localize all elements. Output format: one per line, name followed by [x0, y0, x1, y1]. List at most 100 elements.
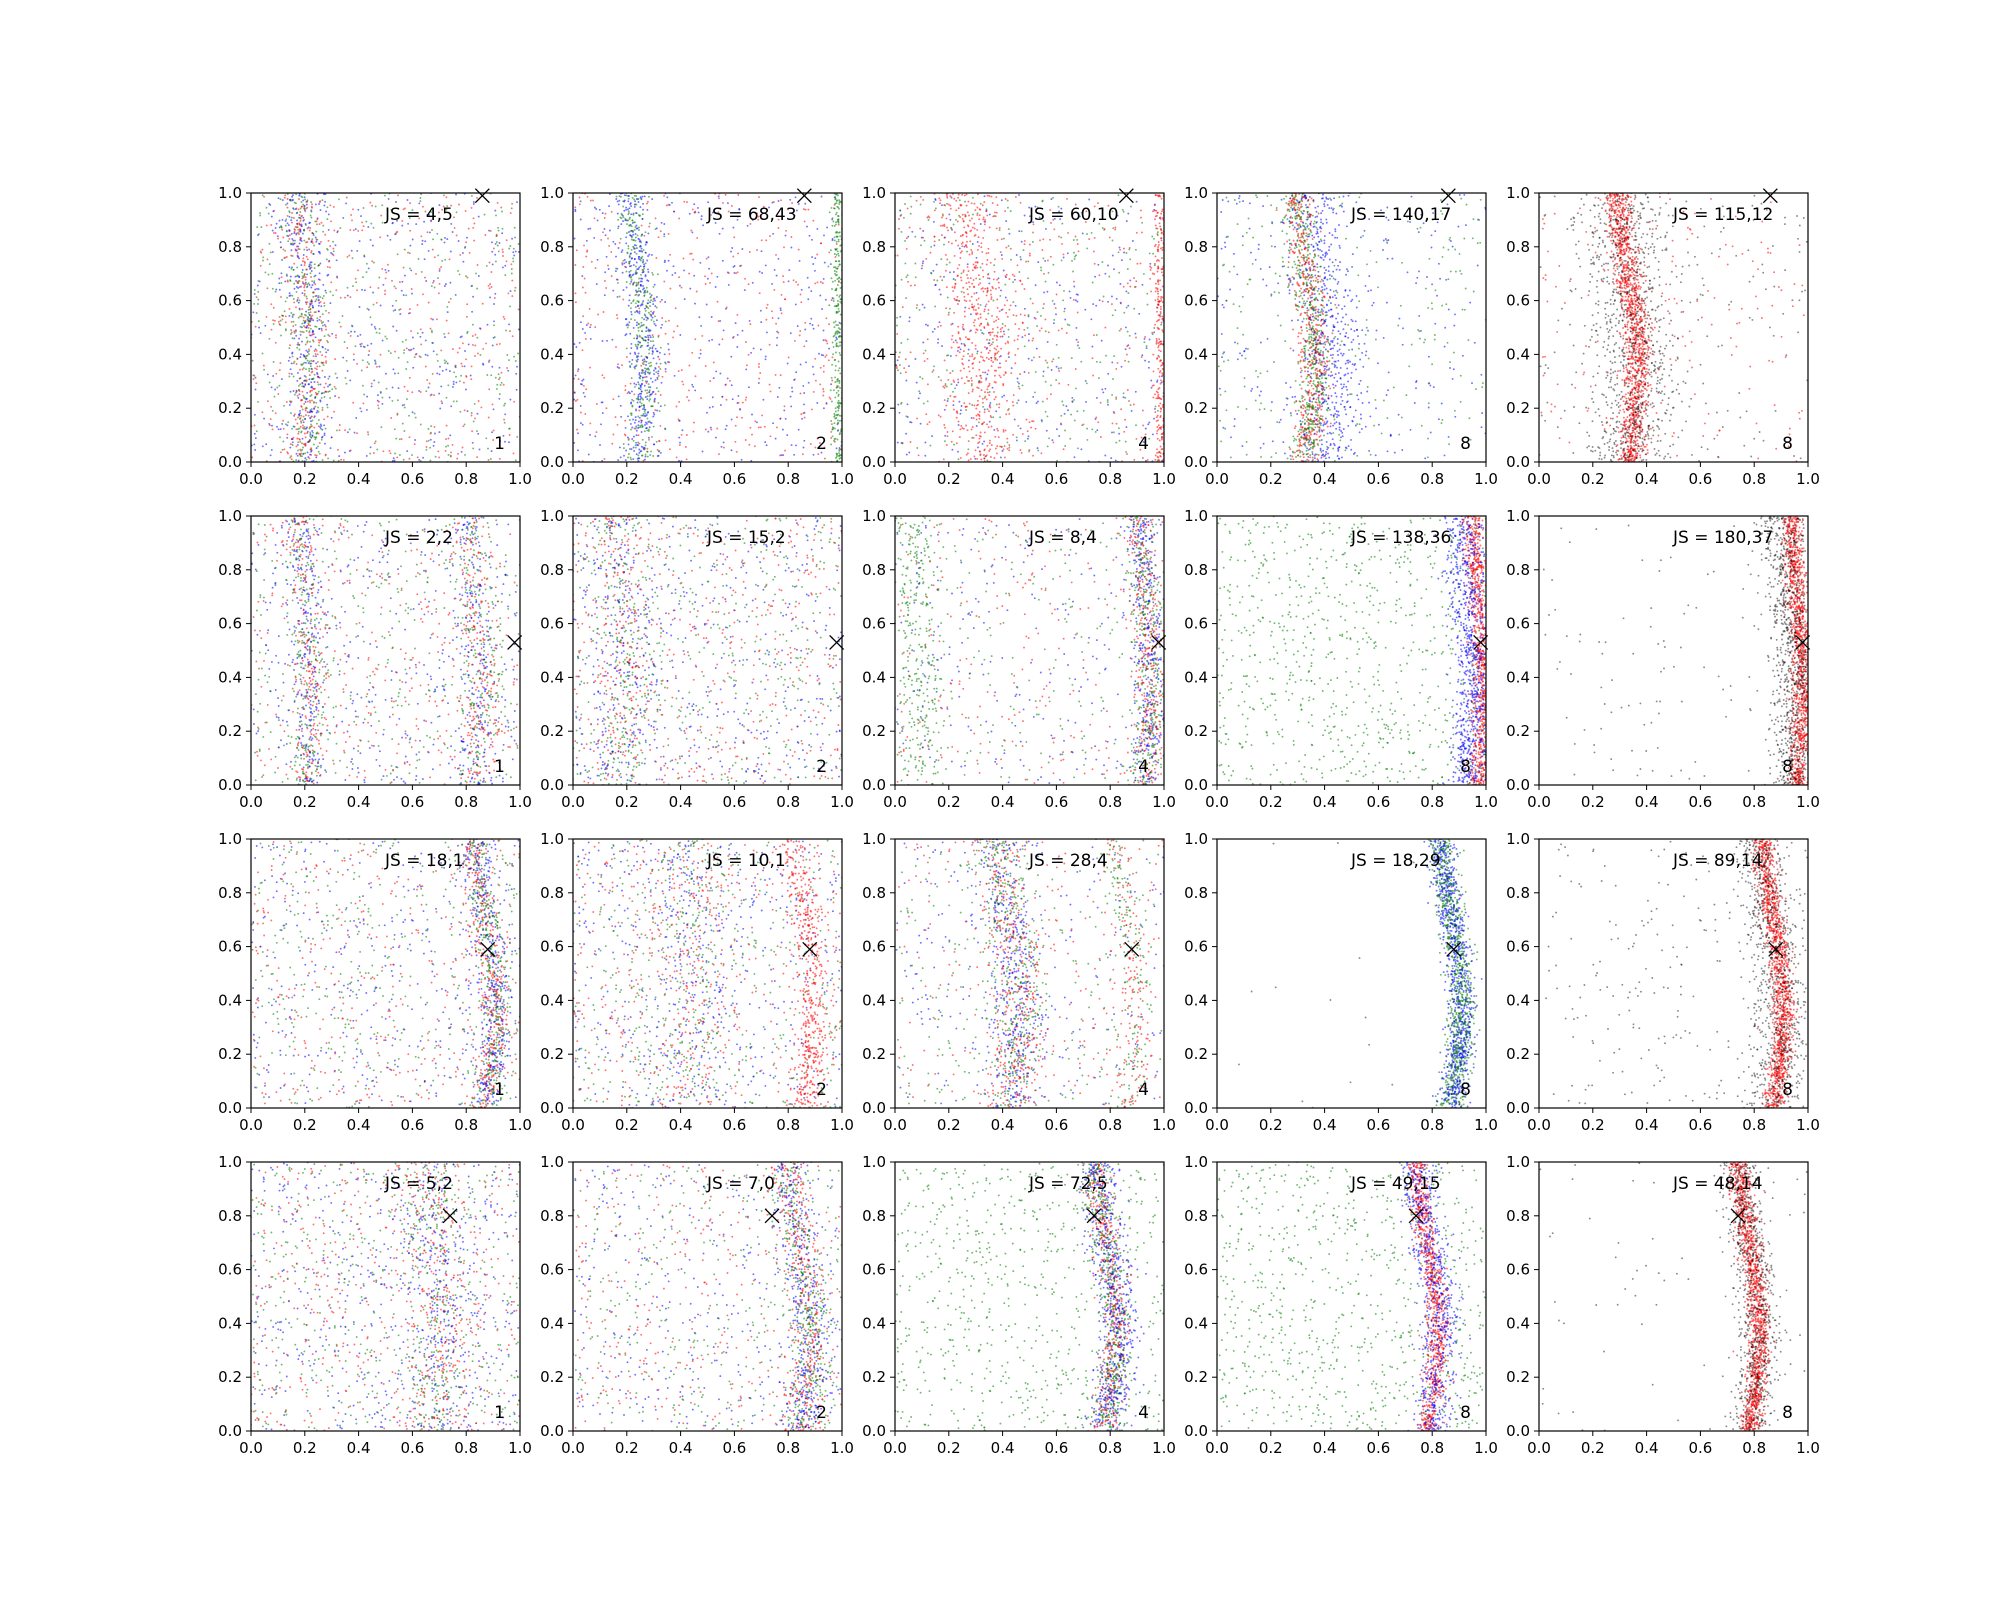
scatter-point [905, 432, 908, 435]
scatter-point [1052, 218, 1055, 221]
scatter-point [418, 389, 421, 392]
scatter-point [1027, 357, 1030, 360]
scatter-point [495, 233, 498, 236]
scatter-point [498, 376, 501, 379]
scatter-point [288, 314, 291, 317]
scatter-point [830, 376, 833, 379]
scatter-point [1067, 383, 1070, 386]
scatter-point [350, 249, 353, 252]
scatter-point [639, 374, 642, 377]
scatter-point [635, 429, 638, 432]
scatter-point [445, 396, 448, 399]
scatter-point [971, 282, 974, 285]
scatter-point [732, 335, 735, 338]
scatter-point [939, 293, 942, 296]
scatter-point [308, 330, 311, 333]
scatter-point [896, 324, 898, 327]
scatter-point [654, 367, 657, 370]
scatter-point [991, 202, 994, 205]
scatter-point [1036, 325, 1039, 328]
scatter-point [644, 307, 647, 310]
scatter-point [797, 428, 800, 431]
scatter-point [667, 361, 670, 363]
scatter-point [274, 227, 277, 229]
scatter-point [366, 344, 369, 347]
scatter-point [673, 330, 675, 333]
scatter-point [284, 280, 287, 283]
scatter-point [916, 304, 919, 307]
scatter-point [988, 339, 991, 342]
scatter-point [1113, 412, 1116, 415]
scatter-point [1141, 457, 1144, 459]
scatter-point [292, 362, 295, 365]
scatter-point [317, 390, 320, 393]
scatter-point [304, 320, 307, 322]
scatter-point [1007, 335, 1010, 338]
scatter-point [1043, 291, 1046, 294]
scatter-point [627, 391, 630, 393]
scatter-point [964, 200, 966, 203]
scatter-point [282, 236, 285, 239]
scatter-point [305, 330, 308, 332]
scatter-point [303, 294, 306, 297]
scatter-point [443, 241, 446, 244]
scatter-point [397, 356, 400, 359]
scatter-point [305, 458, 308, 461]
scatter-point [644, 408, 647, 411]
scatter-point [366, 431, 369, 434]
scatter-point [959, 456, 962, 459]
scatter-point [1141, 283, 1144, 286]
scatter-point [962, 323, 965, 326]
scatter-point [1042, 257, 1045, 260]
scatter-point [595, 403, 598, 405]
axes-frame [572, 192, 843, 463]
scatter-point [989, 331, 992, 334]
scatter-point [490, 286, 493, 288]
scatter-point [447, 437, 450, 440]
scatter-point [638, 373, 641, 376]
scatter-point [337, 396, 340, 399]
scatter-point [611, 442, 614, 445]
scatter-point [1115, 367, 1118, 370]
scatter-point [683, 298, 686, 301]
scatter-point [573, 398, 576, 401]
scatter-point [286, 202, 289, 205]
scatter-point [633, 228, 636, 231]
scatter-point [900, 213, 903, 216]
scatter-point [502, 315, 505, 318]
scatter-point [642, 448, 645, 450]
scatter-point [321, 409, 324, 411]
scatter-point [1069, 296, 1072, 299]
scatter-point [303, 292, 306, 295]
scatter-point [458, 203, 460, 206]
scatter-point [494, 376, 497, 379]
scatter-point [608, 205, 611, 208]
y-tick-label: 0.6 [540, 292, 564, 310]
scatter-point [941, 224, 944, 227]
scatter-point [433, 256, 436, 259]
scatter-point [1030, 359, 1033, 362]
scatter-point [1053, 318, 1056, 321]
scatter-point [1003, 394, 1006, 397]
scatter-point [1093, 205, 1096, 208]
scatter-point [837, 265, 840, 268]
scatter-point [642, 300, 645, 303]
scatter-point [332, 250, 335, 253]
scatter-point [397, 387, 400, 390]
scatter-point [680, 433, 683, 436]
scatter-point [292, 198, 294, 201]
scatter-point [637, 398, 640, 401]
scatter-point [459, 336, 462, 339]
scatter-point [637, 393, 640, 396]
y-tick-label: 0.6 [218, 292, 242, 310]
scatter-point [971, 341, 974, 344]
scatter-point [819, 281, 822, 283]
scatter-point [766, 303, 769, 306]
scatter-point [1049, 255, 1052, 258]
scatter-point [905, 247, 908, 250]
scatter-point [1122, 285, 1125, 288]
scatter-point [642, 371, 645, 374]
scatter-point [508, 247, 511, 250]
scatter-point [389, 238, 392, 241]
scatter-point [1029, 215, 1031, 218]
